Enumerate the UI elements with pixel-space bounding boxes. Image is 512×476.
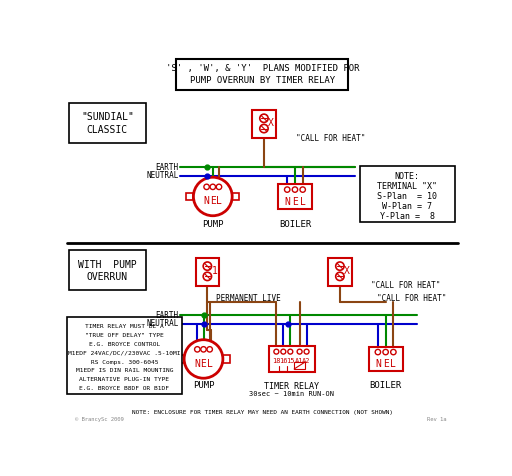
Text: TIMER RELAY MUST BE A: TIMER RELAY MUST BE A: [85, 324, 164, 329]
Text: 30sec ~ 10min RUN-ON: 30sec ~ 10min RUN-ON: [249, 391, 334, 397]
Bar: [252, 110, 276, 138]
Bar: [223, 355, 230, 363]
Text: 16: 16: [279, 358, 288, 364]
Text: "CALL FOR HEAT": "CALL FOR HEAT": [296, 134, 366, 143]
Text: BOILER: BOILER: [279, 220, 311, 228]
Text: RS Comps. 300-6045: RS Comps. 300-6045: [91, 359, 158, 365]
Text: S-Plan  = 10: S-Plan = 10: [377, 192, 437, 201]
Circle shape: [336, 272, 344, 280]
Text: PERMANENT LIVE: PERMANENT LIVE: [216, 294, 281, 303]
Bar: [69, 103, 146, 143]
Text: Y-Plan =  8: Y-Plan = 8: [380, 212, 435, 221]
Circle shape: [288, 349, 293, 354]
Circle shape: [391, 349, 396, 355]
Circle shape: [201, 347, 206, 352]
Text: L: L: [207, 358, 212, 368]
Circle shape: [274, 349, 279, 354]
Circle shape: [383, 349, 388, 355]
Text: NEUTRAL: NEUTRAL: [146, 171, 179, 180]
Bar: [278, 184, 312, 209]
Text: L: L: [391, 359, 396, 369]
Text: W-Plan = 7: W-Plan = 7: [382, 202, 432, 211]
Text: EARTH: EARTH: [156, 163, 179, 172]
Text: L: L: [300, 197, 306, 207]
Text: E: E: [382, 359, 389, 369]
Text: E: E: [210, 196, 216, 206]
Bar: [369, 347, 402, 371]
Text: NOTE:: NOTE:: [395, 172, 420, 181]
Text: N: N: [284, 197, 290, 207]
Circle shape: [204, 184, 209, 189]
Text: NEUTRAL: NEUTRAL: [146, 319, 179, 328]
Bar: [177, 355, 184, 363]
Bar: [67, 317, 182, 395]
Circle shape: [195, 347, 200, 352]
Text: N: N: [204, 196, 209, 206]
Text: E.G. BROYCE CONTROL: E.G. BROYCE CONTROL: [89, 342, 160, 347]
Text: Rev 1a: Rev 1a: [428, 417, 447, 422]
Text: A2: A2: [302, 358, 311, 364]
Circle shape: [194, 177, 232, 216]
Bar: [196, 258, 219, 286]
Text: M1EDF IS DIN RAIL MOUNTING: M1EDF IS DIN RAIL MOUNTING: [76, 368, 173, 373]
Circle shape: [216, 184, 222, 189]
Text: N: N: [375, 359, 381, 369]
Text: A1: A1: [295, 358, 304, 364]
Text: "CALL FOR HEAT": "CALL FOR HEAT": [371, 280, 440, 289]
Circle shape: [207, 347, 212, 352]
Circle shape: [300, 187, 306, 192]
Bar: [176, 60, 349, 90]
Text: CLASSIC: CLASSIC: [87, 125, 128, 135]
Circle shape: [285, 187, 290, 192]
Text: 15: 15: [286, 358, 294, 364]
Text: EARTH: EARTH: [156, 310, 179, 319]
Text: PUMP: PUMP: [202, 220, 224, 228]
Circle shape: [203, 262, 211, 270]
Bar: [294, 362, 305, 369]
Circle shape: [184, 340, 223, 378]
Text: WITH  PUMP: WITH PUMP: [78, 260, 137, 270]
Text: BOILER: BOILER: [370, 381, 402, 390]
Text: M1EDF 24VAC/DC//230VAC .5-10MI: M1EDF 24VAC/DC//230VAC .5-10MI: [68, 351, 181, 356]
Circle shape: [292, 187, 297, 192]
Text: PUMP: PUMP: [193, 381, 214, 390]
Bar: [328, 258, 352, 286]
Text: "SUNDIAL": "SUNDIAL": [81, 112, 134, 122]
Text: E: E: [292, 197, 298, 207]
Circle shape: [336, 262, 344, 270]
Bar: [186, 193, 194, 200]
Circle shape: [281, 349, 286, 354]
Circle shape: [260, 124, 268, 133]
Circle shape: [210, 184, 216, 189]
Circle shape: [260, 114, 268, 122]
Bar: [69, 250, 146, 290]
Text: E.G. BROYCE B8DF OR B1DF: E.G. BROYCE B8DF OR B1DF: [79, 386, 169, 391]
Text: 18: 18: [272, 358, 281, 364]
Circle shape: [203, 272, 211, 280]
Text: NOTE: ENCLOSURE FOR TIMER RELAY MAY NEED AN EARTH CONNECTION (NOT SHOWN): NOTE: ENCLOSURE FOR TIMER RELAY MAY NEED…: [132, 409, 393, 415]
Circle shape: [297, 349, 302, 354]
Text: 1: 1: [211, 266, 218, 276]
Text: "TRUE OFF DELAY" TYPE: "TRUE OFF DELAY" TYPE: [85, 333, 164, 338]
Text: OVERRUN: OVERRUN: [87, 272, 128, 282]
Text: N: N: [195, 358, 200, 368]
Text: TERMINAL "X": TERMINAL "X": [377, 182, 437, 191]
Text: TIMER RELAY: TIMER RELAY: [264, 382, 319, 391]
Text: "CALL FOR HEAT": "CALL FOR HEAT": [377, 294, 446, 303]
Text: PUMP OVERRUN BY TIMER RELAY: PUMP OVERRUN BY TIMER RELAY: [190, 76, 335, 85]
Bar: [269, 346, 315, 372]
Text: E: E: [201, 358, 206, 368]
Text: © BrancySc 2009: © BrancySc 2009: [75, 417, 123, 422]
Bar: [232, 193, 239, 200]
Text: ALTERNATIVE PLUG-IN TYPE: ALTERNATIVE PLUG-IN TYPE: [79, 377, 169, 382]
Bar: [360, 167, 455, 222]
Circle shape: [304, 349, 309, 354]
Text: 'S' , 'W', & 'Y'  PLANS MODIFIED FOR: 'S' , 'W', & 'Y' PLANS MODIFIED FOR: [166, 64, 359, 73]
Text: X: X: [268, 119, 274, 129]
Text: L: L: [216, 196, 222, 206]
Text: X: X: [344, 266, 350, 276]
Circle shape: [375, 349, 380, 355]
